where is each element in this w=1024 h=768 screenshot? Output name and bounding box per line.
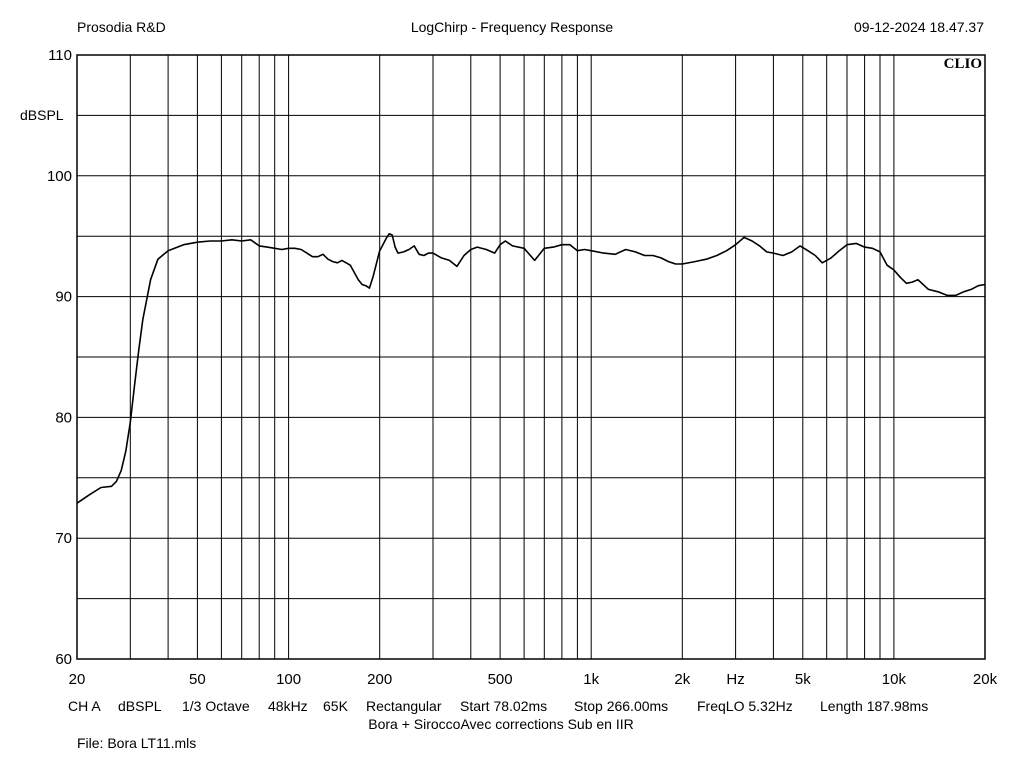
x-tick-label: 1k xyxy=(583,671,599,688)
footer-setting: 65K xyxy=(323,698,348,714)
y-tick-label: 80 xyxy=(55,409,72,426)
x-tick-label: 2k xyxy=(674,671,690,688)
response-curve xyxy=(76,233,986,504)
footer-setting: Length 187.98ms xyxy=(820,698,929,714)
footer-setting: FreqLO 5.32Hz xyxy=(697,698,793,714)
footer-setting: CH A xyxy=(68,698,101,714)
y-tick-label: 100 xyxy=(47,168,72,185)
file-name: File: Bora LT11.mls xyxy=(77,735,197,751)
series-line xyxy=(76,233,986,504)
y-tick-label: 60 xyxy=(55,651,72,668)
footer-setting: 1/3 Octave xyxy=(182,698,250,714)
y-axis-label: dBSPL xyxy=(20,107,64,123)
x-tick-label: 20k xyxy=(973,671,998,688)
footer-setting: Rectangular xyxy=(366,698,442,714)
x-tick-label: 200 xyxy=(367,671,392,688)
x-tick-label: 10k xyxy=(882,671,907,688)
footer-setting: Stop 266.00ms xyxy=(574,698,669,714)
footer-note: Bora + SiroccoAvec corrections Sub en II… xyxy=(368,716,634,732)
plot-frame xyxy=(76,54,986,660)
y-tick-label: 90 xyxy=(55,289,72,306)
grid-lines xyxy=(77,55,985,659)
x-tick-label: 100 xyxy=(276,671,301,688)
clio-logo: CLIO xyxy=(944,56,982,72)
x-tick-label: 20 xyxy=(69,671,86,688)
y-tick-label: 110 xyxy=(48,47,72,64)
footer-setting: 48kHz xyxy=(268,698,308,714)
x-axis-label: Hz xyxy=(726,671,744,688)
footer-settings: CH A dBSPL 1/3 Octave 48kHz 65K Rectangular St… xyxy=(0,698,1024,716)
chart-title: LogChirp - Frequency Response xyxy=(410,19,614,35)
x-tick-label: 50 xyxy=(189,671,206,688)
x-tick-label: 500 xyxy=(488,671,513,688)
footer-setting: dBSPL xyxy=(118,698,162,714)
footer-setting: Start 78.02ms xyxy=(460,698,548,714)
header-left: Prosodia R&D xyxy=(77,19,166,35)
tick-labels: 20 50 100 200 500 1k 2k 5k 10k 20k Hz 60 70 80 90 100 11… xyxy=(47,47,998,688)
x-tick-label: 5k xyxy=(795,671,811,688)
y-tick-label: 70 xyxy=(55,530,72,547)
timestamp: 09-12-2024 18.47.37 xyxy=(854,19,984,35)
